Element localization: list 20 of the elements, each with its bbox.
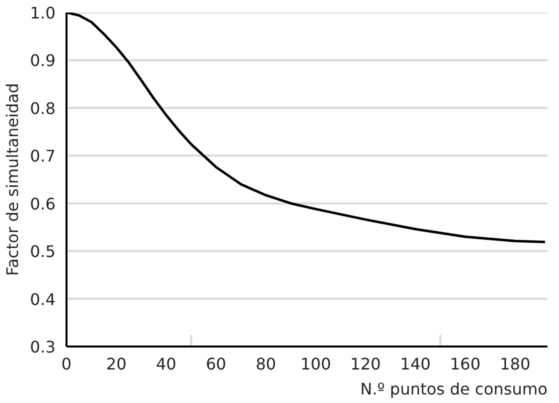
x-tick-label: 100	[300, 354, 331, 374]
x-tick-label: 180	[500, 354, 530, 374]
x-tick-label: 140	[400, 354, 431, 374]
y-tick-label: 0.3	[30, 338, 56, 356]
x-tick-label: 80	[256, 354, 276, 374]
x-tick-label: 20	[106, 354, 127, 374]
x-tick-label: 120	[350, 354, 381, 374]
y-tick-label: 0.7	[30, 146, 56, 166]
y-tick-label: 0.5	[30, 242, 56, 262]
y-tick-label: 0.6	[30, 194, 56, 214]
y-tick-label: 0.4	[30, 290, 56, 309]
x-tick-label: 60	[206, 354, 226, 374]
y-axis-title: Factor de simultaneidad	[3, 83, 22, 276]
x-tick-label: 40	[156, 354, 176, 374]
x-tick-label: 160	[450, 354, 481, 374]
y-tick-label: 1.0	[30, 4, 56, 22]
x-axis-title: N.º puntos de consumo	[360, 380, 548, 398]
x-tick-label: 0	[61, 354, 72, 374]
y-tick-label: 0.9	[30, 51, 56, 70]
y-tick-label: 0.8	[30, 98, 56, 118]
